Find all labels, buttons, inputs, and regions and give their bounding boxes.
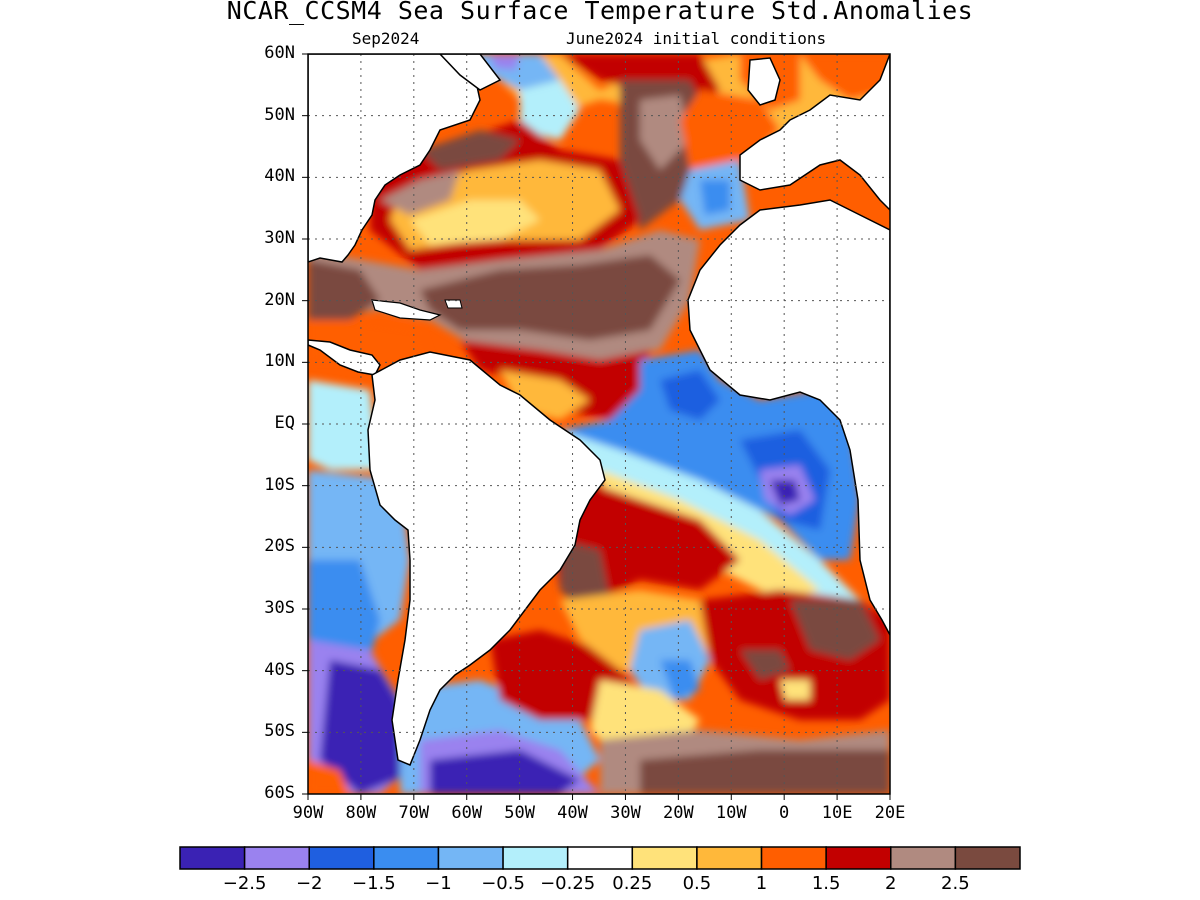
colorbar-swatch [308,846,375,870]
colorbar-tick-label: 0.5 [682,873,712,894]
lat-tick-label: 30S [264,598,295,618]
colorbar-tick-label: −1 [425,873,452,894]
colorbar-swatch [437,846,504,870]
land-mask [308,54,890,766]
anomaly-field [308,54,890,794]
graticule [308,54,890,794]
colorbar-tick-label: −1.5 [351,873,396,894]
colorbar-swatch [890,846,957,870]
lat-tick-label: 10N [264,351,295,372]
lon-tick-label: 0 [779,803,790,823]
lat-tick-label: 30N [264,228,295,248]
lat-tick-label: 50S [264,721,295,742]
colorbar-swatch [696,846,763,870]
colorbar-swatch [631,846,698,870]
lon-tick-label: 80W [345,803,377,823]
colorbar-tick-label: 1 [755,873,768,894]
colorbar-swatch [954,846,1021,870]
colorbar-tick-label: −0.5 [481,873,525,894]
colorbar-swatch [566,846,634,870]
colorbar-swatch [373,846,440,870]
map-title: NCAR_CCSM4 Sea Surface Temperature Std.A… [226,0,974,25]
lat-tick-label: 60S [264,783,295,803]
lon-tick-label: 20E [874,803,906,823]
lat-tick-label: 40S [264,659,295,680]
colorbar-tick-label: −0.25 [540,873,596,894]
lon-tick-label: 40W [557,803,588,823]
colorbar-tick-label: 2.5 [941,873,970,894]
colorbar-tick-label: −2.5 [222,873,267,894]
colorbar-swatch [760,846,827,870]
lat-tick-label: 10S [264,474,295,495]
init-conditions-label: June2024 initial conditions [566,29,827,48]
lat-tick-label: 60N [264,43,295,63]
lat-tick-label: 20N [264,289,295,310]
lat-tick-label: 20S [264,536,295,557]
colorbar [179,846,1021,870]
lat-tick-label: 40N [264,166,295,187]
colorbar-swatch [243,846,310,870]
lon-tick-label: 10W [715,803,747,823]
lat-tick-label: EQ [274,413,295,433]
lon-tick-label: 60W [451,803,483,823]
lon-tick-label: 20W [663,803,694,823]
colorbar-swatch [825,846,892,870]
colorbar-swatch [179,846,246,870]
lon-tick-label: 90W [292,803,324,823]
lon-tick-label: 70W [398,803,430,823]
colorbar-tick-label: −2 [295,873,323,894]
valid-time-label: Sep2024 [352,29,420,48]
colorbar-tick-label: 0.25 [612,873,653,894]
lon-tick-label: 30W [610,803,641,823]
colorbar-tick-label: 2 [885,873,897,894]
lon-tick-label: 50W [504,803,535,823]
lat-tick-label: 50N [264,104,295,125]
colorbar-swatch [502,846,569,870]
colorbar-tick-label: 1.5 [811,873,841,894]
lon-tick-label: 10E [821,803,853,823]
